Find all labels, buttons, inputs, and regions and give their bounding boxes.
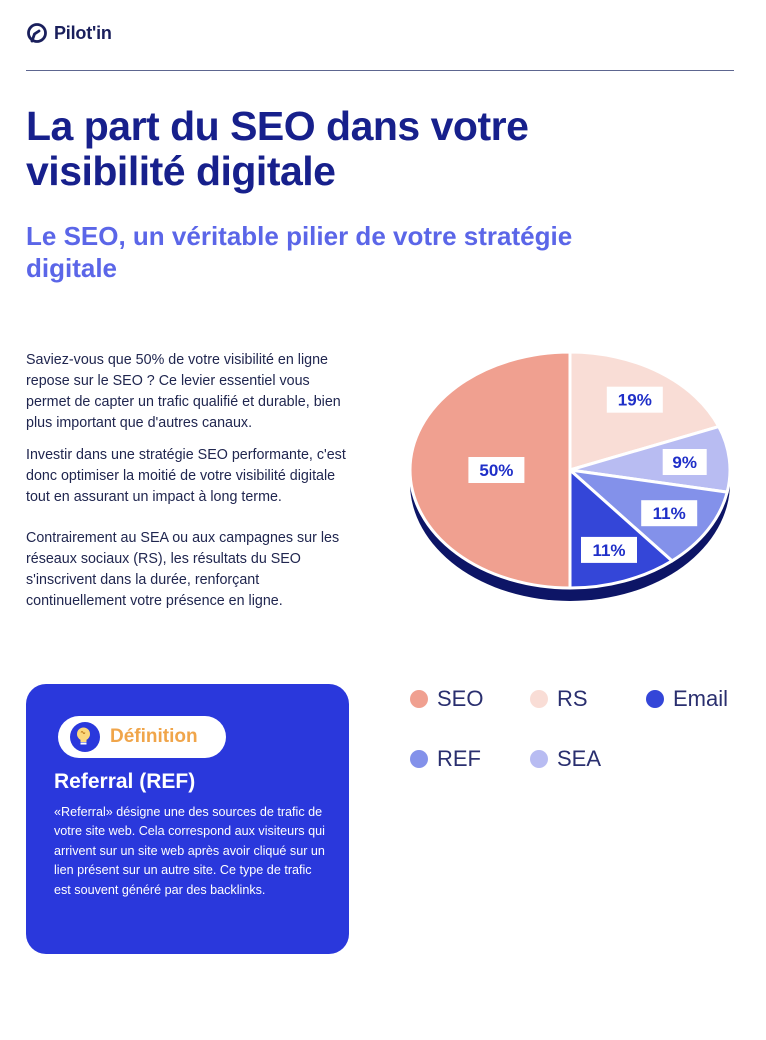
intro-paragraph-3: Contrairement au SEA ou aux campagnes su… (26, 530, 340, 609)
legend-item-ref: REF (410, 746, 481, 772)
header-divider (26, 70, 734, 71)
legend-item-sea: SEA (530, 746, 601, 772)
legend-swatch-seo (410, 690, 428, 708)
data-label-seo: 50% (468, 457, 525, 483)
data-label-sea: 9% (662, 449, 707, 475)
page-subtitle: Le SEO, un véritable pilier de votre str… (26, 221, 573, 283)
legend-label-sea: SEA (557, 746, 602, 771)
definition-card: Définition Referral (REF) «Referral» dés… (26, 684, 349, 954)
definition-text: «Referral» désigne une des sources de tr… (54, 805, 325, 897)
definition-badge: Définition (58, 716, 226, 758)
lightbulb-icon (70, 722, 100, 752)
svg-text:19%: 19% (618, 391, 652, 410)
svg-text:11%: 11% (653, 504, 686, 523)
legend-swatch-rs (530, 690, 548, 708)
legend-label-seo: SEO (437, 686, 484, 711)
definition-badge-label: Définition (110, 726, 198, 747)
chart-legend: SEO RS Email REF SEA (410, 686, 750, 786)
definition-term: Referral (REF) (54, 770, 196, 793)
intro-paragraph-1: Saviez-vous que 50% de votre visibilité … (26, 352, 341, 431)
svg-text:9%: 9% (672, 453, 697, 472)
legend-swatch-ref (410, 750, 428, 768)
legend-label-rs: RS (557, 686, 588, 711)
logo-text: Pilot'in (54, 22, 112, 43)
page-title: La part du SEO dans votre visibilité dig… (26, 103, 529, 194)
svg-text:50%: 50% (479, 461, 513, 480)
legend-item-seo: SEO (410, 686, 483, 712)
intro-paragraph-2: Investir dans une stratégie SEO performa… (26, 447, 346, 505)
svg-text:11%: 11% (592, 541, 625, 560)
pilotin-logo-icon (27, 23, 47, 43)
legend-label-ref: REF (437, 746, 481, 771)
legend-swatch-sea (530, 750, 548, 768)
legend-item-email: Email (646, 686, 728, 712)
traffic-pie-chart: 50% 19% 9% 11% 11% (408, 350, 732, 601)
legend-item-rs: RS (530, 686, 588, 712)
data-label-email: 11% (581, 536, 637, 563)
data-label-rs: 19% (606, 386, 663, 413)
data-label-ref: 11% (641, 500, 698, 527)
brand-logo: Pilot'in (26, 22, 112, 44)
intro-text: Saviez-vous que 50% de votre visibilité … (26, 350, 356, 612)
legend-label-email: Email (673, 686, 729, 711)
legend-swatch-email (646, 690, 664, 708)
